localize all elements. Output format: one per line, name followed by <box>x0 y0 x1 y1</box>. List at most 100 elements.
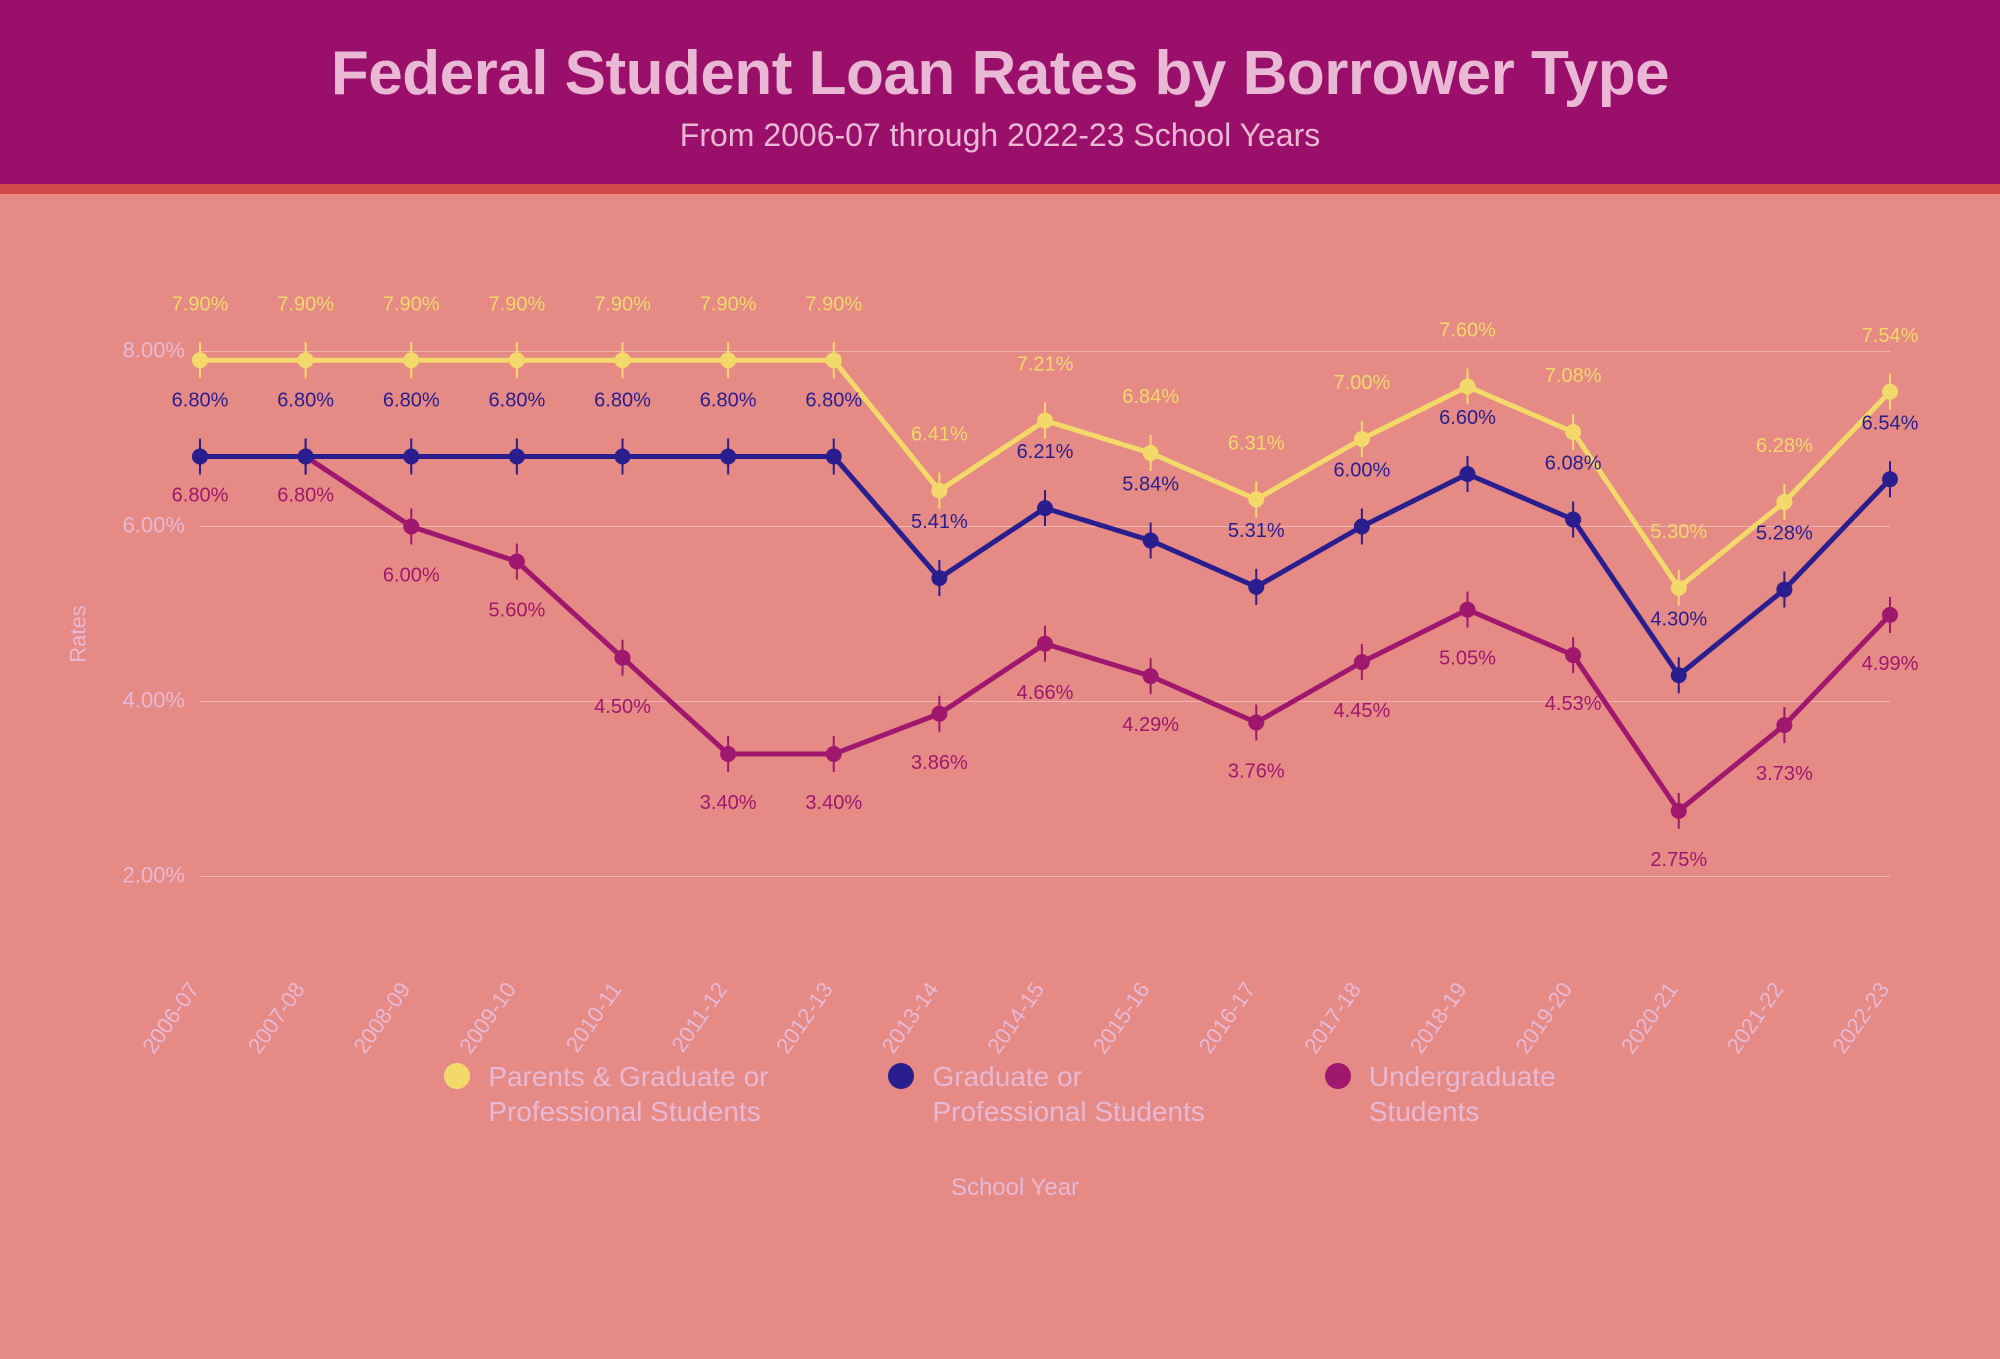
series-marker <box>192 449 208 465</box>
series-marker <box>403 449 419 465</box>
data-label: 4.99% <box>1862 653 1919 675</box>
x-tick-label: 2007-08 <box>243 978 310 1058</box>
series-marker <box>1354 519 1370 535</box>
series-marker <box>509 352 525 368</box>
series-marker <box>615 449 631 465</box>
data-label: 6.84% <box>1122 386 1179 408</box>
page: Federal Student Loan Rates by Borrower T… <box>0 0 2000 1359</box>
data-label: 5.28% <box>1756 523 1813 545</box>
data-label: 7.90% <box>805 293 862 315</box>
data-label: 4.53% <box>1545 693 1602 715</box>
y-tick-label: 4.00% <box>123 687 185 712</box>
series-marker <box>1143 668 1159 684</box>
series-marker <box>509 449 525 465</box>
data-label: 5.30% <box>1650 521 1707 543</box>
data-label: 5.41% <box>911 511 968 533</box>
x-tick-label: 2016-17 <box>1194 978 1261 1058</box>
x-axis-label: School Year <box>110 1174 1920 1202</box>
series-marker <box>1460 466 1476 482</box>
x-tick-label: 2013-14 <box>877 978 944 1058</box>
data-label: 6.54% <box>1862 412 1919 434</box>
x-tick-label: 2017-18 <box>1299 978 1366 1058</box>
series-marker <box>1248 491 1264 507</box>
y-tick-label: 6.00% <box>123 512 185 537</box>
data-label: 3.73% <box>1756 763 1813 785</box>
series-marker <box>720 449 736 465</box>
data-label: 6.80% <box>277 390 334 412</box>
data-label: 6.28% <box>1756 435 1813 457</box>
series-marker <box>403 519 419 535</box>
series-marker <box>720 352 736 368</box>
data-label: 5.31% <box>1228 520 1285 542</box>
data-label: 4.29% <box>1122 714 1179 736</box>
x-tick-label: 2008-09 <box>349 978 416 1058</box>
data-label: 6.80% <box>383 390 440 412</box>
series-marker <box>931 570 947 586</box>
series-marker <box>403 352 419 368</box>
series-marker <box>298 352 314 368</box>
series-marker <box>1460 379 1476 395</box>
series-marker <box>1776 582 1792 598</box>
data-label: 3.40% <box>805 792 862 814</box>
x-tick-label: 2021-22 <box>1722 978 1789 1058</box>
chart-title: Federal Student Loan Rates by Borrower T… <box>0 38 2000 109</box>
legend-label: Parents & Graduate orProfessional Studen… <box>488 1059 768 1129</box>
data-label: 6.21% <box>1017 441 1074 463</box>
data-label: 6.00% <box>383 565 440 587</box>
series-marker <box>1248 715 1264 731</box>
series-marker <box>192 352 208 368</box>
series-marker <box>1565 647 1581 663</box>
series-marker <box>509 554 525 570</box>
legend: Parents & Graduate orProfessional Studen… <box>0 1059 2000 1129</box>
data-label: 5.05% <box>1439 648 1496 670</box>
data-label: 4.66% <box>1017 682 1074 704</box>
series-marker <box>1882 384 1898 400</box>
x-tick-label: 2012-13 <box>771 978 838 1058</box>
data-label: 7.54% <box>1862 325 1919 347</box>
series-marker <box>826 746 842 762</box>
y-tick-label: 2.00% <box>123 862 185 887</box>
data-label: 4.45% <box>1334 700 1391 722</box>
line-chart-svg: 2.00%4.00%6.00%8.00%2006-072007-082008-0… <box>110 254 1920 1014</box>
data-label: 4.50% <box>594 696 651 718</box>
series-marker <box>1037 636 1053 652</box>
data-label: 7.90% <box>594 293 651 315</box>
series-marker <box>720 746 736 762</box>
series-marker <box>1882 471 1898 487</box>
x-tick-label: 2019-20 <box>1510 978 1577 1058</box>
data-label: 5.60% <box>489 600 546 622</box>
data-label: 7.90% <box>277 293 334 315</box>
data-label: 7.90% <box>489 293 546 315</box>
x-tick-label: 2009-10 <box>454 978 521 1058</box>
x-tick-label: 2022-23 <box>1827 978 1894 1058</box>
data-label: 7.08% <box>1545 365 1602 387</box>
data-label: 7.90% <box>700 293 757 315</box>
series-marker <box>931 706 947 722</box>
series-marker <box>1671 667 1687 683</box>
data-label: 7.90% <box>383 293 440 315</box>
data-label: 6.41% <box>911 424 968 446</box>
series-marker <box>1565 424 1581 440</box>
series-marker <box>1037 500 1053 516</box>
data-label: 3.86% <box>911 752 968 774</box>
data-label: 6.00% <box>1334 460 1391 482</box>
data-label: 6.80% <box>700 390 757 412</box>
series-marker <box>1776 717 1792 733</box>
series-line <box>200 360 1890 588</box>
legend-item: UndergraduateStudents <box>1325 1059 1556 1129</box>
series-marker <box>1671 803 1687 819</box>
data-label: 3.40% <box>700 792 757 814</box>
series-marker <box>1354 431 1370 447</box>
data-label: 4.30% <box>1650 608 1707 630</box>
series-marker <box>298 449 314 465</box>
data-label: 6.31% <box>1228 432 1285 454</box>
x-tick-label: 2006-07 <box>137 978 204 1058</box>
x-tick-label: 2011-12 <box>666 978 732 1057</box>
series-marker <box>615 650 631 666</box>
series-marker <box>1460 602 1476 618</box>
data-label: 7.90% <box>172 293 229 315</box>
chart-area: Rates 2.00%4.00%6.00%8.00%2006-072007-08… <box>110 254 1920 1014</box>
series-marker <box>1037 413 1053 429</box>
x-tick-label: 2020-21 <box>1616 978 1683 1058</box>
y-tick-label: 8.00% <box>123 337 185 362</box>
